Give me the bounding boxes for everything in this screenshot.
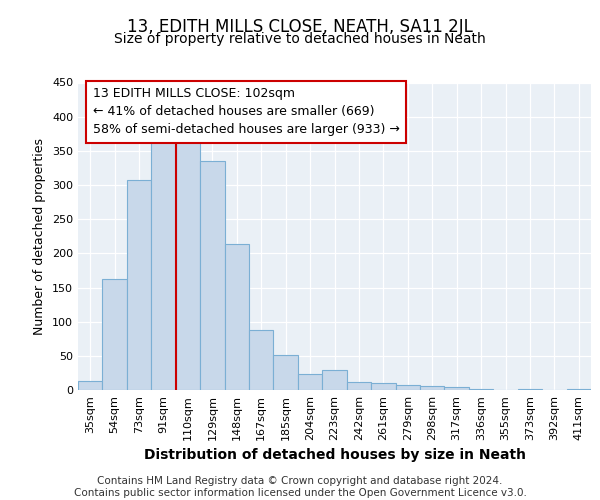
- Text: 13 EDITH MILLS CLOSE: 102sqm
← 41% of detached houses are smaller (669)
58% of s: 13 EDITH MILLS CLOSE: 102sqm ← 41% of de…: [92, 88, 400, 136]
- Bar: [347, 382, 371, 390]
- Bar: [298, 374, 322, 390]
- Bar: [371, 383, 395, 390]
- Bar: [176, 138, 200, 390]
- Bar: [127, 180, 151, 390]
- Bar: [395, 384, 420, 390]
- Bar: [445, 388, 469, 390]
- Bar: [249, 330, 274, 390]
- Y-axis label: Number of detached properties: Number of detached properties: [34, 138, 46, 335]
- Bar: [200, 161, 224, 390]
- Text: 13, EDITH MILLS CLOSE, NEATH, SA11 2JL: 13, EDITH MILLS CLOSE, NEATH, SA11 2JL: [127, 18, 473, 36]
- X-axis label: Distribution of detached houses by size in Neath: Distribution of detached houses by size …: [143, 448, 526, 462]
- Bar: [274, 355, 298, 390]
- Bar: [420, 386, 445, 390]
- Bar: [224, 244, 249, 390]
- Bar: [103, 280, 127, 390]
- Text: Contains HM Land Registry data © Crown copyright and database right 2024.
Contai: Contains HM Land Registry data © Crown c…: [74, 476, 526, 498]
- Bar: [322, 370, 347, 390]
- Bar: [151, 138, 176, 390]
- Text: Size of property relative to detached houses in Neath: Size of property relative to detached ho…: [114, 32, 486, 46]
- Bar: [78, 381, 103, 390]
